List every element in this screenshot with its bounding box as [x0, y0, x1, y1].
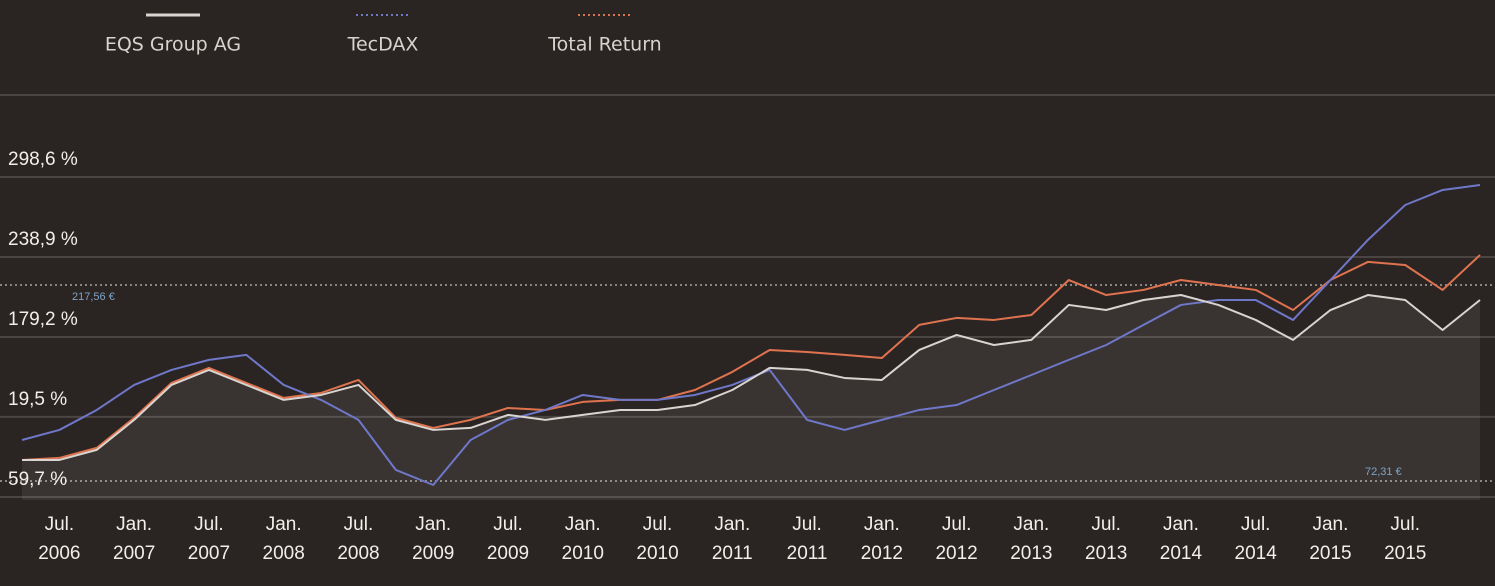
x-tick-label: Jul. 2008 — [337, 514, 380, 564]
series-line — [21, 254, 1481, 461]
y-tick-label: 238,9 % — [8, 229, 78, 250]
annotation: 72,31 € — [1365, 466, 1402, 478]
y-tick-label: 59,7 % — [8, 469, 67, 490]
y-tick-label: 298,6 % — [8, 149, 78, 170]
x-tick-label: Jan. 2013 — [1010, 514, 1053, 564]
x-tick-label: Jul. 2012 — [935, 514, 978, 564]
x-tick-label: Jul. 2006 — [38, 514, 81, 564]
x-tick-label: Jan. 2010 — [561, 514, 604, 564]
x-tick-label: Jan. 2011 — [711, 514, 753, 564]
x-tick-label: Jan. 2007 — [113, 514, 156, 564]
series-area — [22, 295, 1480, 500]
series-line — [22, 294, 1481, 461]
x-tick-label: Jul. 2011 — [786, 514, 828, 564]
x-tick-label: Jan. 2015 — [1309, 514, 1352, 564]
annotation: 217,56 € — [72, 291, 115, 303]
x-tick-label: Jul. 2010 — [636, 514, 679, 564]
x-tick-label: Jul. 2009 — [486, 514, 530, 564]
series-line — [21, 184, 1481, 486]
x-tick-label: Jul. 2013 — [1085, 514, 1128, 564]
legend-label: EQS Group AG — [105, 34, 241, 56]
y-tick-label: 179,2 % — [8, 309, 78, 330]
x-tick-label: Jan. 2008 — [262, 514, 305, 564]
x-tick-label: Jan. 2012 — [860, 514, 903, 564]
y-tick-label: 19,5 % — [8, 389, 67, 410]
x-tick-label: Jul. 2007 — [187, 514, 231, 564]
x-tick-label: Jan. 2009 — [412, 514, 455, 564]
plot — [0, 175, 1495, 500]
legend-label: TecDAX — [347, 34, 419, 56]
x-tick-label: Jul. 2014 — [1234, 514, 1277, 564]
x-tick-label: Jan. 2014 — [1159, 514, 1203, 564]
legend-label: Total Return — [547, 34, 661, 56]
x-tick-label: Jul. 2015 — [1384, 514, 1427, 564]
